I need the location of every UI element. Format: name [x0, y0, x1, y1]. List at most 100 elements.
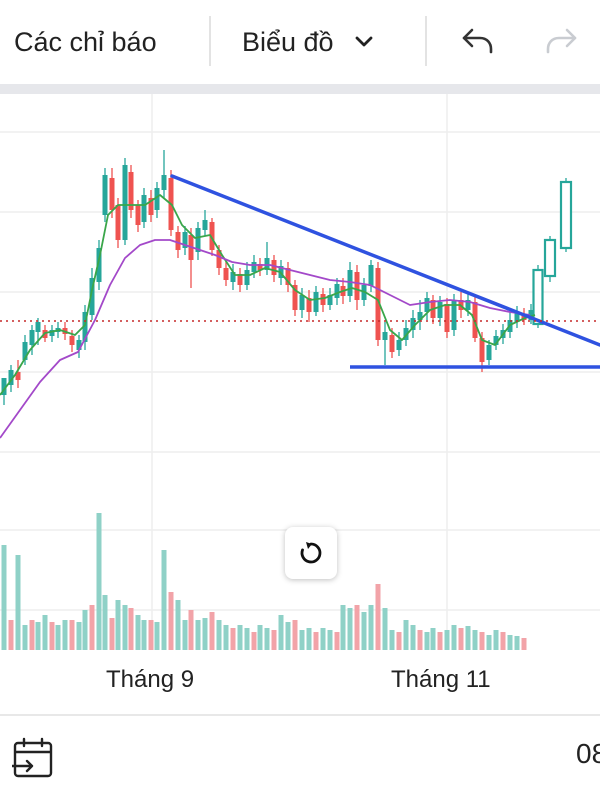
chart-type-button[interactable]: Biểu đồ [242, 0, 376, 84]
candle-body [29, 330, 35, 345]
candle-body [375, 268, 381, 340]
volume-bar [76, 622, 82, 650]
candle-body [237, 274, 243, 285]
candle-body [486, 345, 492, 360]
volume-bar [285, 622, 291, 650]
candle-body [76, 340, 82, 350]
bottom-divider [0, 714, 600, 716]
candle-body [543, 238, 557, 278]
volume-bar [437, 632, 443, 650]
volume-bar [55, 625, 61, 650]
candle-body [354, 272, 360, 300]
volume-bar [430, 628, 436, 650]
volume-bar [257, 625, 263, 650]
volume-bar [347, 608, 353, 650]
volume-bar [8, 620, 14, 650]
volume-bar [22, 625, 28, 650]
volume-bar [382, 608, 388, 650]
volume-bar [521, 638, 527, 650]
toolbar-divider [425, 16, 427, 66]
candle-body [528, 310, 534, 320]
candlestick-chart[interactable] [0, 94, 600, 714]
candle-body [559, 180, 573, 250]
volume-bar [320, 628, 326, 650]
ma-short-line [0, 194, 536, 396]
candle-body [521, 314, 527, 320]
volume-bar [35, 622, 41, 650]
volume-bar [175, 600, 181, 650]
candle-body [382, 332, 388, 340]
volume-bar [237, 625, 243, 650]
volume-bar [135, 615, 141, 650]
volume-bar [216, 620, 222, 650]
reset-chart-button[interactable] [285, 527, 337, 579]
candle-body [202, 220, 208, 230]
volume-bar [15, 555, 21, 650]
volume-bar [122, 605, 128, 650]
indicators-button[interactable]: Các chỉ báo [14, 26, 157, 57]
candle-body [417, 312, 423, 320]
volume-bar [500, 632, 506, 650]
volume-bar [410, 625, 416, 650]
volume-bar [96, 513, 102, 650]
toolbar-divider [209, 16, 211, 66]
candle-body [347, 270, 353, 296]
candle-body [257, 264, 263, 270]
volume-bar [458, 628, 464, 650]
candle-body [472, 302, 478, 338]
volume-bar [493, 630, 499, 650]
volume-bar [375, 584, 381, 650]
volume-bar [451, 625, 457, 650]
volume-bar [327, 630, 333, 650]
volume-bar [188, 610, 194, 650]
volume-bar [264, 628, 270, 650]
volume-bar [417, 630, 423, 650]
candle-body [251, 262, 257, 272]
candle-body [424, 298, 430, 312]
volume-bar [168, 592, 174, 650]
volume-bar [389, 630, 395, 650]
volume-bar [306, 628, 312, 650]
volume-bar [334, 632, 340, 650]
chevron-down-icon [355, 36, 372, 47]
volume-bar [278, 615, 284, 650]
candle-body [96, 248, 102, 282]
candle-body [122, 165, 128, 240]
candle-body [271, 260, 277, 275]
volume-bar [472, 630, 478, 650]
descending-trendline [170, 174, 600, 347]
candle-body [313, 292, 319, 312]
candle-body [82, 312, 88, 342]
volume-bar [340, 605, 346, 650]
x-axis-label-nov: Tháng 11 [391, 666, 491, 693]
volume-bar [292, 620, 298, 650]
volume-bar [403, 620, 409, 650]
redo-icon [546, 28, 577, 54]
candle-body [135, 205, 141, 225]
bottom-bar: 08 [0, 716, 600, 800]
candle-body [437, 302, 443, 318]
volume-bar [62, 620, 68, 650]
volume-bar [154, 622, 160, 650]
ma-long-line [0, 239, 531, 439]
volume-bar [49, 622, 55, 650]
chart-type-label: Biểu đồ [242, 26, 334, 57]
volume-bar [424, 632, 430, 650]
undo-button[interactable] [458, 0, 498, 84]
volume-bar [82, 610, 88, 650]
candle-body [15, 372, 21, 380]
volume-bar [251, 632, 257, 650]
volume-bar [209, 612, 215, 650]
volume-bar [271, 630, 277, 650]
volume-bar [161, 550, 167, 650]
volume-bar [396, 632, 402, 650]
candle-body [128, 172, 134, 210]
calendar-go-to-date-icon[interactable] [12, 736, 56, 780]
volume-bar [128, 608, 134, 650]
volume-bar [102, 595, 108, 650]
candle-body [451, 300, 457, 330]
redo-button[interactable] [541, 0, 581, 84]
volume-bar [29, 620, 35, 650]
undo-icon [462, 28, 493, 54]
candle-body [334, 284, 340, 298]
